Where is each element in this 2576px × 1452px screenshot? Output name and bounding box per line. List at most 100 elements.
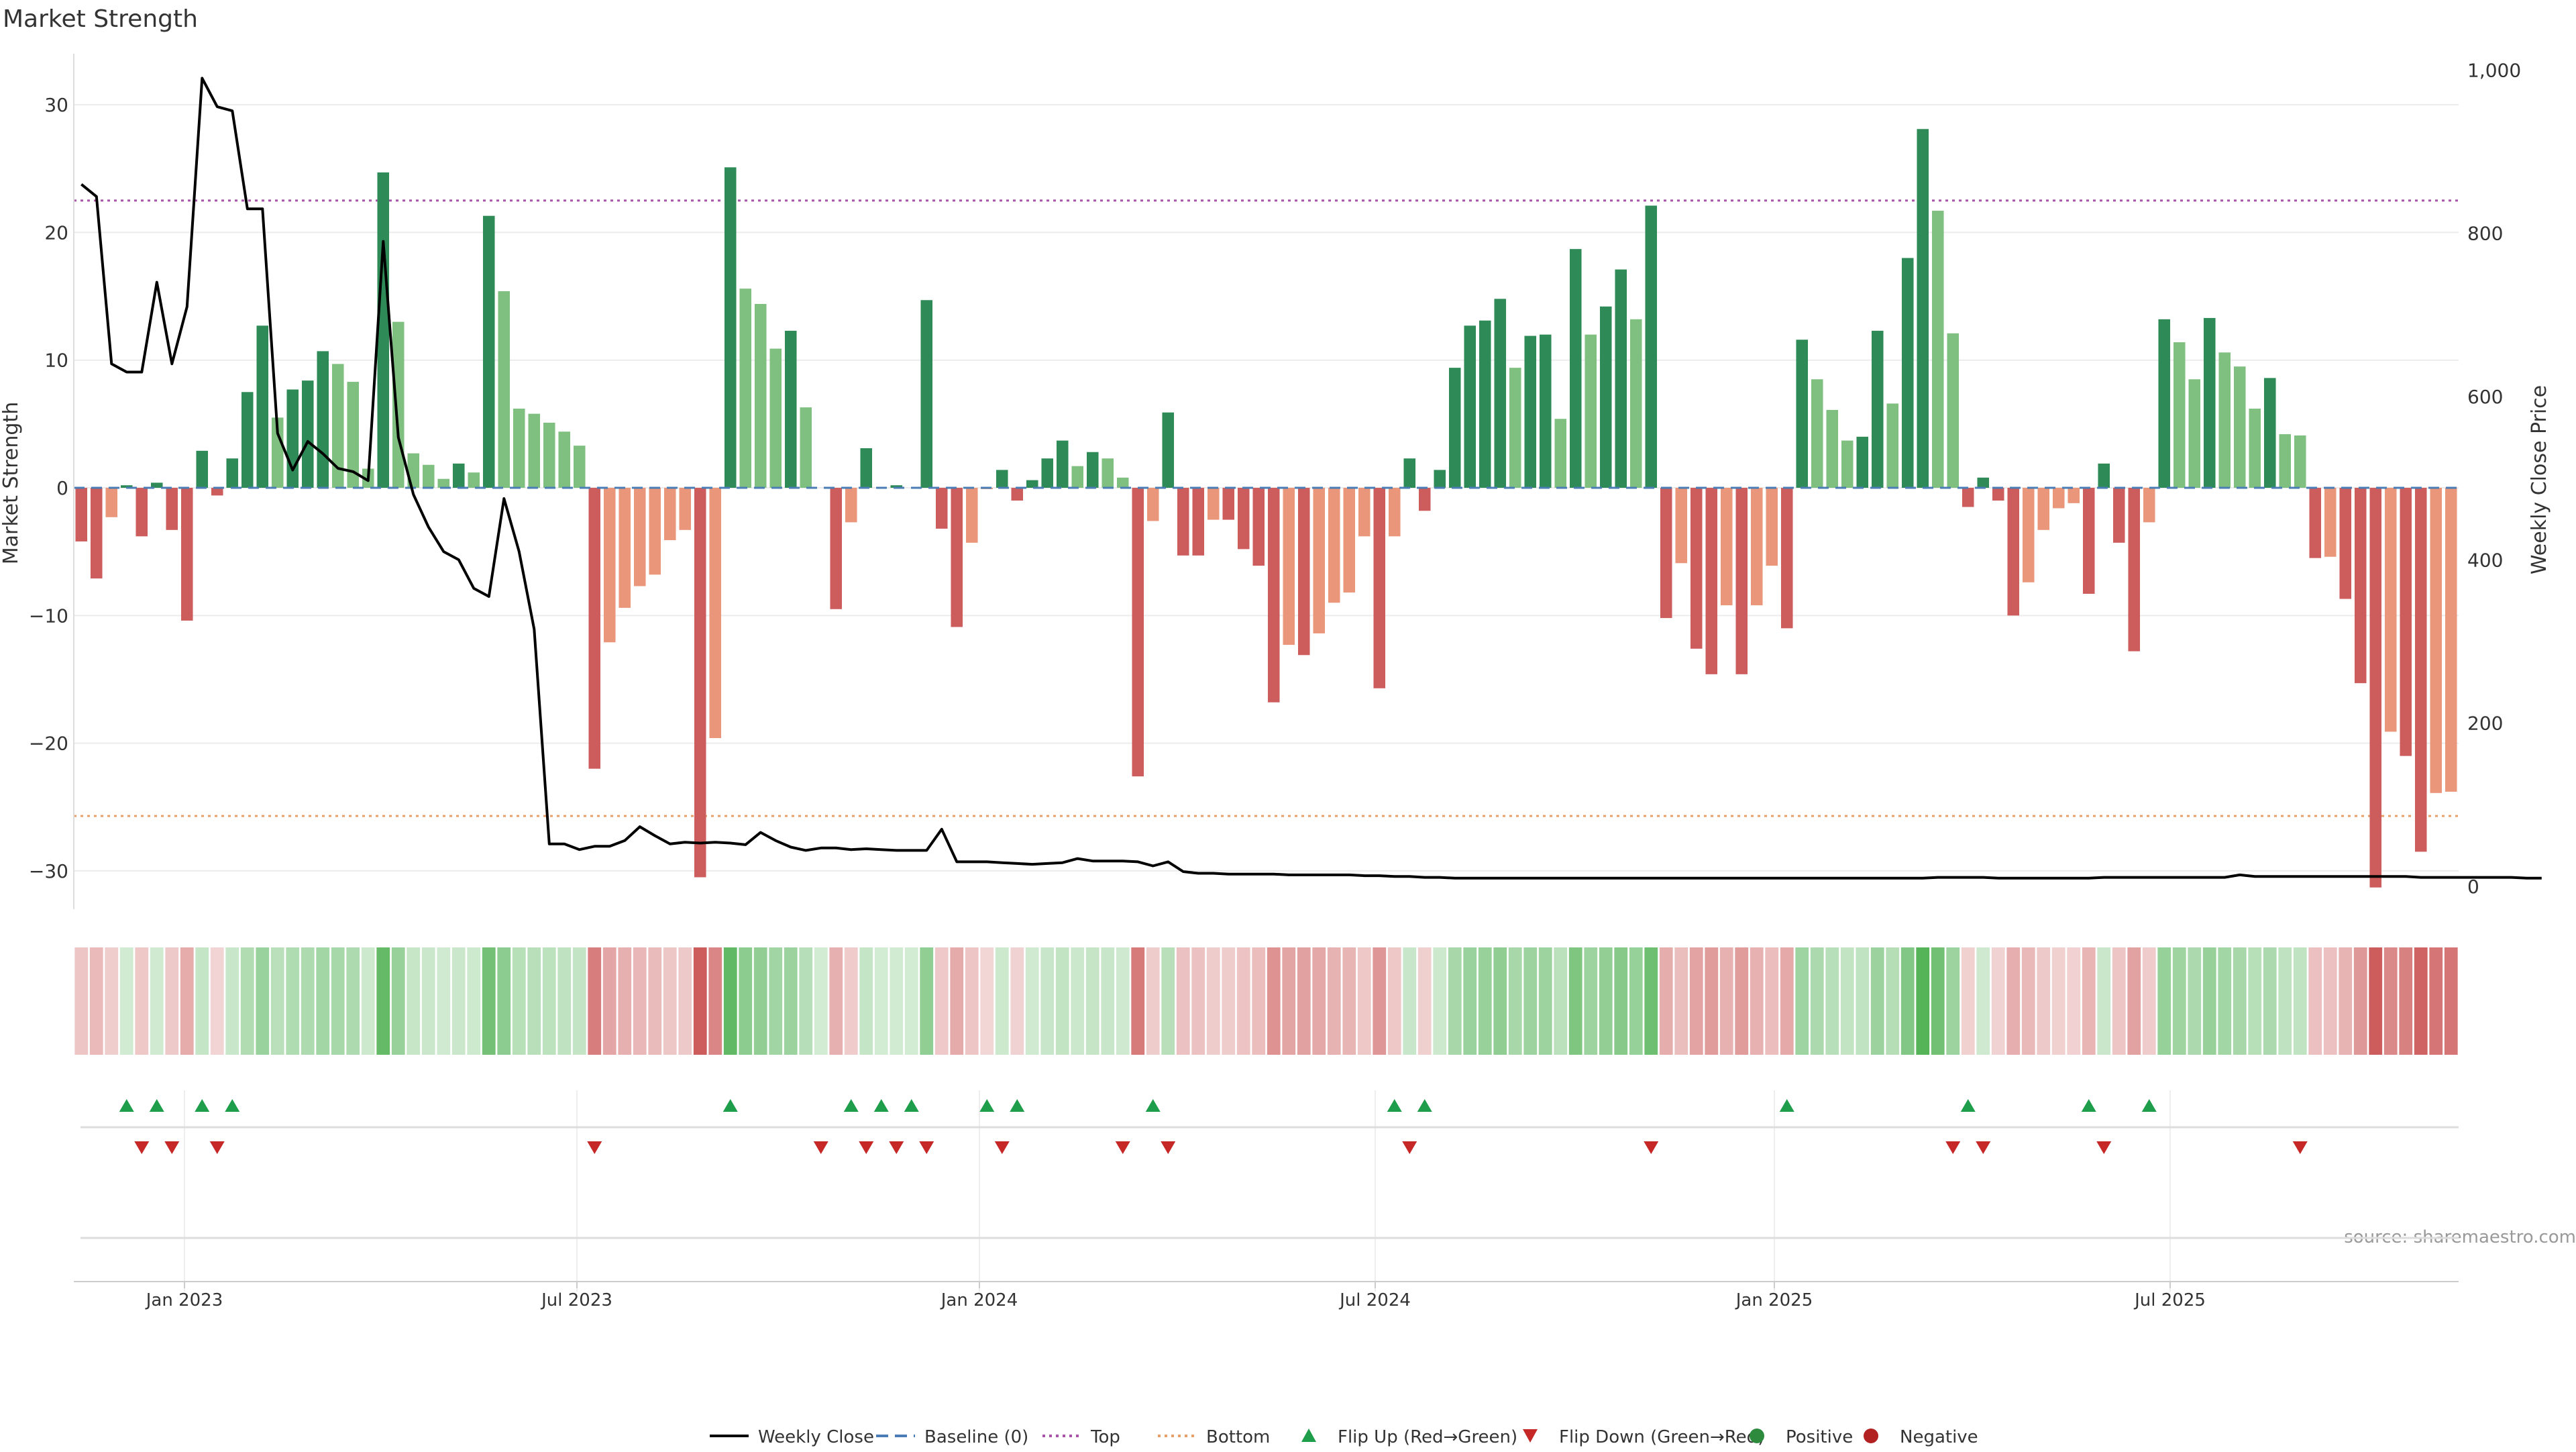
heat-cell	[2082, 947, 2096, 1055]
strength-bar	[482, 215, 495, 488]
strength-bar	[1796, 340, 1809, 488]
heat-cell	[829, 947, 843, 1055]
y2-tick-label: 600	[2467, 386, 2503, 408]
strength-bar	[1750, 488, 1763, 606]
heat-cell	[1659, 947, 1673, 1055]
heat-cell	[1584, 947, 1598, 1055]
heat-cell	[2339, 947, 2353, 1055]
flip-up-marker	[843, 1099, 859, 1112]
strength-bar	[2143, 488, 2155, 523]
heat-cell	[950, 947, 964, 1055]
strength-bar	[150, 482, 163, 488]
strength-bar	[1116, 477, 1129, 488]
flip-up-marker	[1145, 1099, 1161, 1112]
strength-bar	[196, 450, 209, 488]
heat-cell	[1674, 947, 1688, 1055]
heat-cell	[1448, 947, 1462, 1055]
heat-cell	[2414, 947, 2428, 1055]
heat-cell	[225, 947, 239, 1055]
strength-bar	[1403, 458, 1416, 488]
heat-cell	[346, 947, 360, 1055]
heat-cell	[1463, 947, 1477, 1055]
y-tick-label: −30	[29, 860, 68, 882]
strength-bar	[2339, 488, 2352, 599]
strength-bar	[1992, 488, 2004, 501]
strength-bar	[996, 470, 1008, 488]
strength-bar	[513, 409, 525, 488]
legend-label: Positive	[1786, 1427, 1853, 1447]
strength-bar	[392, 321, 405, 488]
strength-bar	[1494, 299, 1507, 488]
heat-cell	[1267, 947, 1281, 1055]
heat-cell	[361, 947, 375, 1055]
y-tick-label: −10	[29, 605, 68, 627]
flip-up-marker	[149, 1099, 164, 1112]
strength-bar	[1690, 488, 1703, 649]
heat-cell	[1886, 947, 1900, 1055]
heat-cell	[1282, 947, 1296, 1055]
strength-bar	[2022, 488, 2035, 582]
strength-bar	[784, 330, 797, 488]
heat-cell	[1493, 947, 1507, 1055]
y2-tick-label: 1,000	[2467, 59, 2521, 81]
heat-cell	[1040, 947, 1055, 1055]
heat-cell	[2383, 947, 2398, 1055]
strength-bar	[1675, 488, 1688, 564]
strength-bar	[1086, 452, 1099, 488]
heat-cell	[2157, 947, 2171, 1055]
heat-cell	[2067, 947, 2081, 1055]
strength-bar	[377, 172, 390, 488]
heat-cell	[1297, 947, 1311, 1055]
strength-bar	[136, 488, 148, 537]
flip-down-marker	[1945, 1141, 1961, 1154]
flip-up-marker	[119, 1099, 134, 1112]
strength-bar	[2158, 319, 2171, 488]
strength-bar	[1102, 458, 1114, 488]
heat-cell	[210, 947, 224, 1055]
strength-bar	[422, 464, 435, 488]
strength-bar	[1735, 488, 1748, 674]
strength-bar	[2263, 378, 2276, 488]
strength-bar	[860, 448, 873, 488]
heat-cell	[1795, 947, 1809, 1055]
strength-bar	[2052, 488, 2065, 509]
heat-cell	[1373, 947, 1387, 1055]
heat-cell	[89, 947, 103, 1055]
strength-bar	[603, 488, 616, 643]
strength-bar	[1931, 211, 1944, 488]
strength-bar	[1599, 306, 1612, 488]
strength-bar	[286, 389, 299, 488]
strength-bar	[1267, 488, 1280, 703]
heat-cell	[391, 947, 405, 1055]
strength-bar	[1901, 258, 1914, 488]
x-tick-label: Jul 2025	[2133, 1290, 2206, 1310]
strength-bar	[1297, 488, 1310, 656]
strength-bar	[120, 485, 133, 488]
heat-cell	[2263, 947, 2277, 1055]
x-tick-label: Jan 2023	[145, 1290, 223, 1310]
strength-bar	[1313, 488, 1326, 633]
heat-cell	[1433, 947, 1447, 1055]
heat-cell	[965, 947, 979, 1055]
heat-cell	[995, 947, 1009, 1055]
heat-cell	[240, 947, 254, 1055]
flip-down-marker	[1976, 1141, 1991, 1154]
heat-cell	[904, 947, 918, 1055]
strength-bar	[1192, 488, 1205, 556]
heat-cell	[256, 947, 270, 1055]
strength-bar	[2007, 488, 2020, 616]
strength-bar	[1509, 368, 1521, 488]
strength-bar	[830, 488, 843, 609]
grid-layer	[74, 104, 2459, 872]
heat-cell	[1071, 947, 1085, 1055]
flip-down-marker	[1644, 1141, 1659, 1154]
strength-bar	[724, 167, 737, 488]
heat-cell	[150, 947, 164, 1055]
legend-swatch-dot	[1750, 1429, 1764, 1443]
heat-cell	[723, 947, 737, 1055]
heat-cell	[1629, 947, 1643, 1055]
strength-bar	[2369, 488, 2382, 888]
strength-bar	[1947, 333, 1960, 488]
strength-bar	[2128, 488, 2141, 652]
strength-bar	[1886, 403, 1899, 488]
